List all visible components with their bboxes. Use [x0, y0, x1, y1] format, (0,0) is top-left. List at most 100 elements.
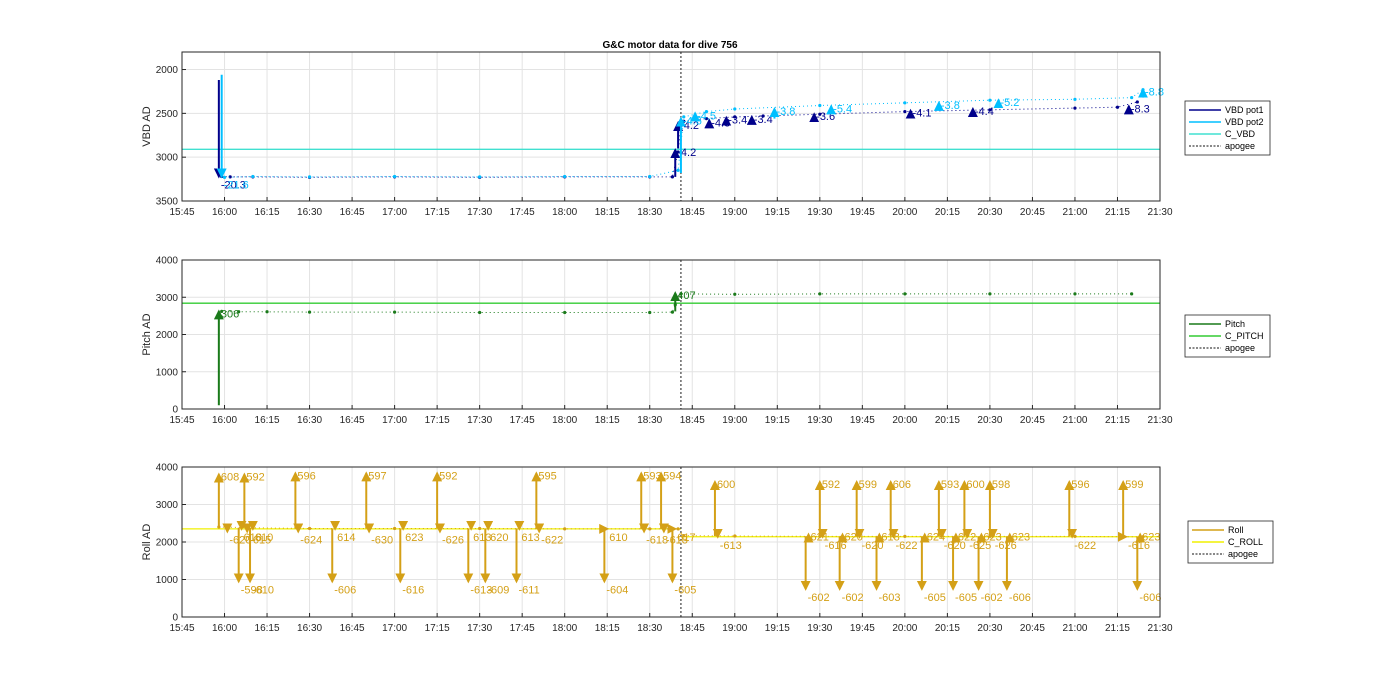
data-point [251, 174, 255, 179]
data-point [563, 174, 567, 179]
motor-move-label: -620 [944, 540, 966, 552]
data-point [1073, 97, 1077, 101]
x-tick-label: 16:15 [255, 415, 280, 426]
x-tick-label: 18:30 [637, 415, 662, 426]
motor-move-label: 592 [246, 472, 264, 484]
data-point [670, 175, 675, 179]
data-point [818, 103, 822, 108]
motor-move-label: -5.2 [1000, 97, 1019, 109]
x-tick-label: 20:00 [892, 415, 917, 426]
motor-move-label: -620 [229, 535, 251, 547]
motor-move-label: 596 [297, 470, 315, 482]
data-point [903, 101, 907, 105]
x-tick-label: 20:45 [1020, 207, 1045, 218]
legend-label: C_VBD [1225, 129, 1256, 139]
motor-move-label: 600 [717, 479, 735, 491]
x-tick-label: 21:15 [1105, 623, 1130, 634]
data-point [393, 310, 397, 314]
x-tick-label: 19:15 [765, 623, 790, 634]
motor-move-label: -625 [969, 540, 991, 552]
data-point [265, 310, 269, 314]
legend-label: Pitch [1225, 319, 1245, 329]
x-tick-label: 18:00 [552, 207, 577, 218]
motor-move-label: -20.3 [221, 179, 246, 191]
data-point [733, 115, 737, 119]
x-tick-label: 21:30 [1147, 415, 1172, 426]
motor-move-label: -5.4 [833, 103, 852, 115]
motor-move-label: -605 [924, 592, 946, 604]
data-point [648, 310, 652, 315]
y-tick-label: 0 [172, 613, 178, 624]
motor-move-label: -602 [842, 592, 864, 604]
data-point [903, 534, 907, 538]
motor-move-label: -620 [862, 540, 884, 552]
motor-move-label: 407 [677, 290, 695, 302]
x-tick-label: 16:30 [297, 207, 322, 218]
data-point [563, 527, 567, 531]
data-point [1130, 95, 1134, 100]
motor-move-label: -616 [1128, 540, 1150, 552]
legend-label: Roll [1228, 525, 1244, 535]
legend-label: C_PITCH [1225, 331, 1264, 341]
y-tick-label: 2000 [156, 65, 179, 76]
motor-move-label: -618 [646, 535, 668, 547]
x-tick-label: 19:45 [850, 623, 875, 634]
x-tick-label: 17:00 [382, 415, 407, 426]
data-point [393, 174, 397, 179]
motor-move-label: -610 [252, 584, 274, 596]
legend-label: VBD pot1 [1225, 105, 1264, 115]
x-tick-label: 20:15 [935, 415, 960, 426]
motor-move-label: 620 [845, 532, 863, 544]
x-tick-label: 18:00 [552, 415, 577, 426]
x-tick-label: 19:15 [765, 415, 790, 426]
motor-move-label: -602 [808, 592, 830, 604]
motor-move-label: -8.3 [1131, 103, 1150, 115]
data-point [988, 108, 992, 112]
x-tick-label: 16:00 [212, 207, 237, 218]
motor-move-label: -630 [371, 535, 393, 547]
x-tick-label: 21:00 [1062, 623, 1087, 634]
x-tick-label: 17:30 [467, 207, 492, 218]
motor-move-label: -626 [442, 535, 464, 547]
data-point [228, 175, 232, 179]
motor-move-label: 623 [1142, 532, 1160, 544]
motor-move-label: 599 [859, 479, 877, 491]
data-point [237, 310, 241, 314]
motor-move-label: -622 [896, 540, 918, 552]
motor-move-label: -4.2 [677, 147, 696, 159]
x-tick-label: 17:30 [467, 415, 492, 426]
motor-move-label: 608 [221, 472, 239, 484]
x-tick-label: 18:15 [595, 415, 620, 426]
y-tick-label: 4000 [156, 463, 179, 474]
data-point [988, 292, 992, 296]
motor-move-label: -604 [606, 584, 628, 596]
y-tick-label: 3000 [156, 500, 179, 511]
motor-move-label: -606 [1009, 592, 1031, 604]
x-tick-label: 19:45 [850, 415, 875, 426]
x-tick-label: 17:15 [425, 207, 450, 218]
motor-move-label: 613 [473, 532, 491, 544]
x-tick-label: 20:00 [892, 207, 917, 218]
motor-move-label: -4.1 [913, 108, 932, 120]
y-tick-label: 0 [172, 405, 178, 416]
motor-move-label: -605 [955, 592, 977, 604]
y-axis-label: Pitch AD [141, 313, 153, 355]
x-tick-label: 17:15 [425, 623, 450, 634]
data-point [761, 114, 765, 118]
motor-move-label: -622 [1074, 540, 1096, 552]
data-point [478, 310, 482, 315]
data-point [1130, 292, 1134, 296]
y-tick-label: 1000 [156, 367, 179, 378]
data-point [648, 527, 652, 531]
x-tick-label: 16:00 [212, 623, 237, 634]
x-tick-label: 19:00 [722, 207, 747, 218]
motor-move-label: 597 [368, 470, 386, 482]
y-tick-label: 4000 [156, 256, 179, 267]
data-point [733, 292, 737, 296]
x-tick-label: 19:00 [722, 623, 747, 634]
data-point [733, 534, 737, 538]
x-tick-label: 20:45 [1020, 415, 1045, 426]
